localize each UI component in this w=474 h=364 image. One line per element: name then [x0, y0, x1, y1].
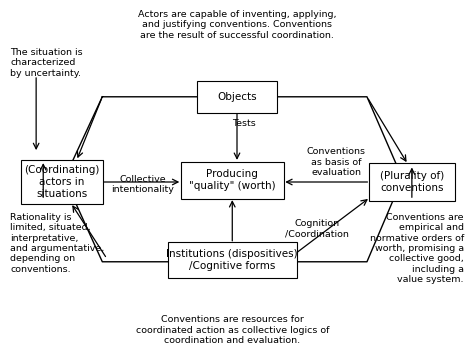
- Text: Institutions (dispositives)
/Cognitive forms: Institutions (dispositives) /Cognitive f…: [166, 249, 298, 271]
- FancyBboxPatch shape: [369, 163, 455, 201]
- Text: Conventions are resources for
coordinated action as collective logics of
coordin: Conventions are resources for coordinate…: [136, 315, 329, 345]
- FancyBboxPatch shape: [181, 162, 284, 199]
- FancyBboxPatch shape: [168, 242, 297, 278]
- Text: Rationality is
limited, situated,
interpretative,
and argumentative,
depending o: Rationality is limited, situated, interp…: [10, 213, 104, 274]
- Text: Conventions
as basis of
evaluation: Conventions as basis of evaluation: [307, 147, 366, 177]
- Text: Conventions are
empirical and
normative orders of
worth, promising a
collective : Conventions are empirical and normative …: [370, 213, 464, 284]
- Text: (Plurality of)
conventions: (Plurality of) conventions: [380, 171, 444, 193]
- Text: Producing
"quality" (worth): Producing "quality" (worth): [189, 169, 275, 191]
- Text: (Coordinating)
actors in
situations: (Coordinating) actors in situations: [25, 165, 100, 199]
- Text: Objects: Objects: [217, 92, 257, 102]
- Text: Cognition
/Coordination: Cognition /Coordination: [285, 219, 349, 239]
- FancyBboxPatch shape: [21, 160, 103, 204]
- Text: Actors are capable of inventing, applying,
and justifying conventions. Conventio: Actors are capable of inventing, applyin…: [138, 10, 336, 40]
- Text: The situation is
characterized
by uncertainty.: The situation is characterized by uncert…: [10, 48, 83, 78]
- Text: Collective
intentionality: Collective intentionality: [111, 175, 174, 194]
- Text: Tests: Tests: [232, 119, 256, 128]
- FancyBboxPatch shape: [197, 81, 277, 113]
